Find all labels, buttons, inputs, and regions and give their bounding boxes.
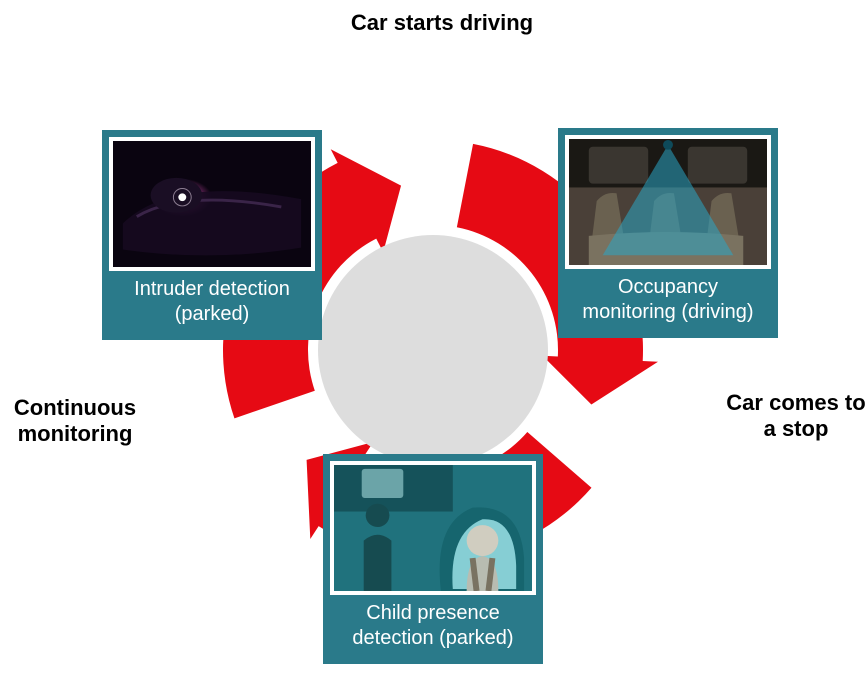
diagram-stage: { "layout": { "width": 867, "height": 68… <box>0 0 867 680</box>
card-intruder: Intruder detection (parked) <box>102 130 322 340</box>
card-child-caption: Child presence detection (parked) <box>330 595 536 657</box>
card-intruder-image <box>109 137 315 271</box>
card-child: Child presence detection (parked) <box>323 454 543 664</box>
card-occupancy: Occupancy monitoring (driving) <box>558 128 778 338</box>
label-right: Car comes to a stop <box>726 390 866 443</box>
label-top: Car starts driving <box>327 10 557 36</box>
card-child-image <box>330 461 536 595</box>
label-left: Continuous monitoring <box>5 395 145 448</box>
card-occupancy-image <box>565 135 771 269</box>
card-occupancy-caption: Occupancy monitoring (driving) <box>565 269 771 331</box>
card-intruder-caption: Intruder detection (parked) <box>109 271 315 333</box>
inner-circle <box>318 235 548 465</box>
